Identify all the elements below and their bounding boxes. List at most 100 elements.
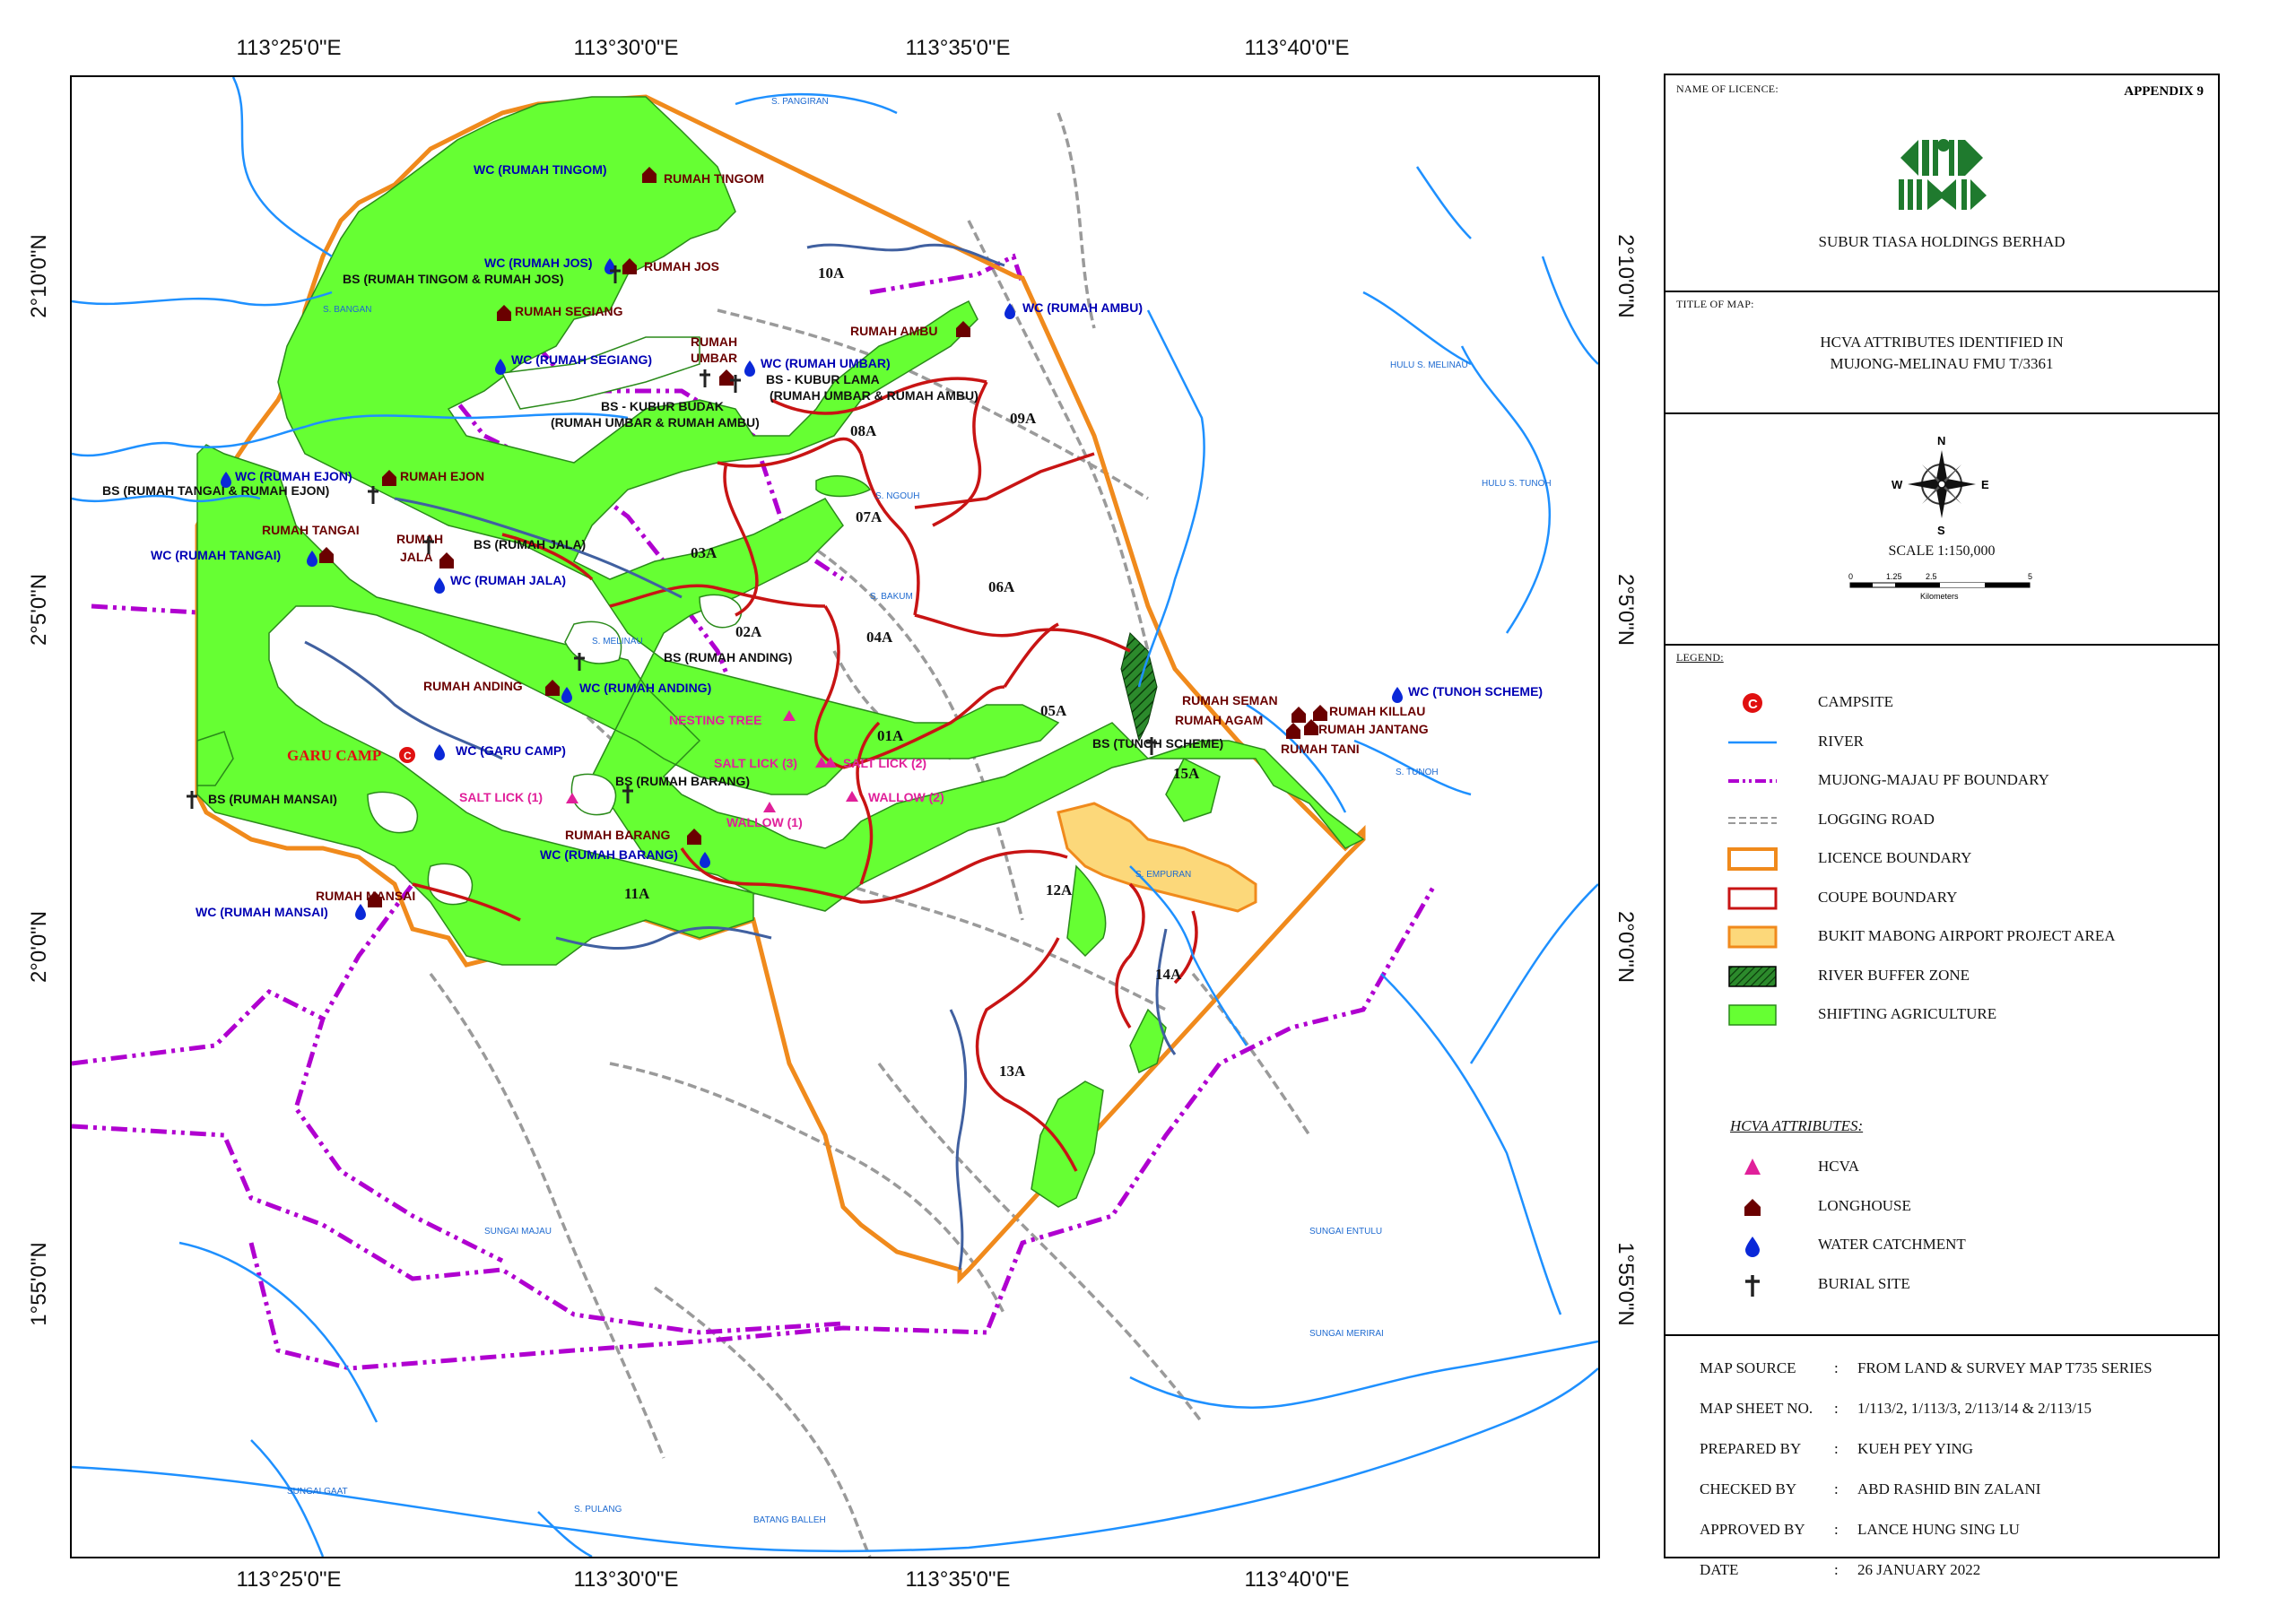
svg-text:BATANG BALLEH: BATANG BALLEH xyxy=(753,1515,826,1525)
svg-text:SALT LICK (1): SALT LICK (1) xyxy=(459,790,543,804)
clearings xyxy=(367,336,743,906)
burial-site-markers[interactable] xyxy=(187,265,1157,809)
legend-label: LOGGING ROAD xyxy=(1818,810,1935,828)
svg-text:BS - KUBUR LAMA: BS - KUBUR LAMA xyxy=(766,372,880,386)
svg-text:BS (RUMAH JALA): BS (RUMAH JALA) xyxy=(474,537,586,551)
compass-rose-icon: N S E W xyxy=(1892,434,1989,536)
svg-text:S. BAKUM: S. BAKUM xyxy=(870,592,913,602)
svg-text:HULU S. TUNOH: HULU S. TUNOH xyxy=(1482,479,1552,489)
right-coord-1: 2°10'0"N xyxy=(1613,234,1638,318)
svg-text:1.25: 1.25 xyxy=(1886,572,1902,581)
airport-project-area xyxy=(1057,802,1257,913)
legend-item-river-buffer: RIVER BUFFER ZONE xyxy=(1665,960,2218,993)
legend-item-longhouse: LONGHOUSE xyxy=(1665,1191,2218,1223)
svg-text:03A: 03A xyxy=(691,544,718,561)
svg-text:WC (RUMAH ANDING): WC (RUMAH ANDING) xyxy=(579,681,711,695)
map-title-line-2: MUJONG-MELINAU FMU T/3361 xyxy=(1830,355,2054,372)
top-coord-2: 113°30'0"E xyxy=(573,36,679,60)
campsite-marker[interactable]: C xyxy=(399,747,415,763)
company-logo-icon xyxy=(1899,139,1987,210)
svg-text:WC (RUMAH MANSAI): WC (RUMAH MANSAI) xyxy=(196,905,328,919)
svg-text:WALLOW (1): WALLOW (1) xyxy=(726,815,803,829)
legend-item-coupe-boundary: COUPE BOUNDARY xyxy=(1665,882,2218,915)
legend-label: MUJONG-MAJAU PF BOUNDARY xyxy=(1818,771,2049,788)
source-row: CHECKED BY: ABD RASHID BIN ZALANI xyxy=(1700,1480,2040,1498)
svg-text:RUMAH BARANG: RUMAH BARANG xyxy=(565,828,671,842)
svg-text:BS - KUBUR BUDAK: BS - KUBUR BUDAK xyxy=(601,399,724,413)
svg-text:SUNGAI GAAT: SUNGAI GAAT xyxy=(287,1487,348,1497)
svg-text:07A: 07A xyxy=(856,508,883,525)
svg-text:BS (RUMAH TINGOM & RUMAH JOS): BS (RUMAH TINGOM & RUMAH JOS) xyxy=(343,272,564,286)
svg-text:BS (RUMAH MANSAI): BS (RUMAH MANSAI) xyxy=(208,792,337,806)
hcva-labels: NESTING TREE SALT LICK (3) SALT LICK (2)… xyxy=(459,713,944,829)
legend-caption: LEGEND: xyxy=(1676,651,1724,664)
legend-item-river: RIVER xyxy=(1665,726,2218,759)
svg-text:BS (RUMAH BARANG): BS (RUMAH BARANG) xyxy=(615,774,750,788)
svg-text:RUMAH SEMAN: RUMAH SEMAN xyxy=(1182,693,1278,707)
scale-bar: 0 1.25 2.5 5 Kilometers xyxy=(1848,572,2032,601)
river-icon xyxy=(1726,730,1779,755)
legend-label: HCVA xyxy=(1818,1158,1859,1175)
top-coord-4: 113°40'0"E xyxy=(1244,36,1350,60)
legend-item-airport-area: BUKIT MABONG AIRPORT PROJECT AREA xyxy=(1665,921,2218,953)
svg-text:S. EMPURAN: S. EMPURAN xyxy=(1135,870,1191,880)
svg-text:WC (RUMAH BARANG): WC (RUMAH BARANG) xyxy=(540,847,678,862)
water-catchment-markers[interactable] xyxy=(221,258,1403,920)
pf-boundary-icon xyxy=(1726,768,1779,794)
title-caption: TITLE OF MAP: xyxy=(1676,298,1754,310)
svg-text:RUMAH SEGIANG: RUMAH SEGIANG xyxy=(515,304,623,318)
legend-item-water-drop: WATER CATCHMENT xyxy=(1665,1229,2218,1262)
shifting-agriculture-icon xyxy=(1726,1002,1779,1028)
river-buffer-icon xyxy=(1726,964,1779,989)
legend-item-cross: BURIAL SITE xyxy=(1665,1269,2218,1301)
source-label: DATE xyxy=(1700,1561,1739,1578)
source-value: ABD RASHID BIN ZALANI xyxy=(1857,1480,2041,1497)
river-labels: S. PANGIRAN S. BANGAN HULU S. MELINAU HU… xyxy=(287,97,1552,1525)
svg-text:RUMAH: RUMAH xyxy=(691,334,737,349)
source-colon: : xyxy=(1834,1480,1839,1497)
svg-text:08A: 08A xyxy=(850,422,877,439)
svg-text:06A: 06A xyxy=(988,578,1015,595)
campsite-icon: C xyxy=(1726,690,1779,716)
source-label: CHECKED BY xyxy=(1700,1480,1797,1497)
legend-item-hcva-triangle: HCVA xyxy=(1665,1151,2218,1184)
svg-text:RUMAH: RUMAH xyxy=(396,532,443,546)
source-colon: : xyxy=(1834,1440,1839,1457)
appendix-label: APPENDIX 9 xyxy=(2124,84,2204,99)
svg-text:S. MELINAU: S. MELINAU xyxy=(592,637,643,647)
svg-text:WC (RUMAH EJON): WC (RUMAH EJON) xyxy=(235,469,352,483)
source-colon: : xyxy=(1834,1400,1839,1417)
company-name: SUBUR TIASA HOLDINGS BERHAD xyxy=(1818,233,2066,250)
legend-label: CAMPSITE xyxy=(1818,693,1894,710)
legend-item-licence-boundary: LICENCE BOUNDARY xyxy=(1665,843,2218,875)
source-row: DATE: 26 JANUARY 2022 xyxy=(1700,1561,1980,1579)
left-coord-2: 2°5'0"N xyxy=(27,573,51,647)
svg-text:SUNGAI MERIRAI: SUNGAI MERIRAI xyxy=(1309,1329,1384,1339)
svg-text:05A: 05A xyxy=(1040,702,1067,719)
garu-camp-label: GARU CAMP xyxy=(287,747,381,764)
svg-text:SALT LICK (3): SALT LICK (3) xyxy=(714,756,797,770)
hcva-markers[interactable] xyxy=(566,710,858,812)
svg-text:13A: 13A xyxy=(999,1063,1026,1080)
svg-text:SUNGAI MAJAU: SUNGAI MAJAU xyxy=(484,1227,552,1237)
svg-text:HULU S. MELINAU: HULU S. MELINAU xyxy=(1390,360,1468,370)
map-canvas[interactable]: 10A 09A 08A 07A 06A 05A 04A 03A 02A 01A … xyxy=(72,77,1598,1557)
svg-text:SALT LICK (2): SALT LICK (2) xyxy=(843,756,926,770)
left-coord-4: 1°55'0"N xyxy=(27,1242,51,1326)
airport-area-icon xyxy=(1726,924,1779,950)
source-value: FROM LAND & SURVEY MAP T735 SERIES xyxy=(1857,1359,2152,1376)
svg-text:(RUMAH UMBAR & RUMAH AMBU): (RUMAH UMBAR & RUMAH AMBU) xyxy=(551,415,760,430)
licence-boundary-icon xyxy=(1726,846,1779,872)
svg-text:S. PANGIRAN: S. PANGIRAN xyxy=(771,97,829,107)
svg-text:2.5: 2.5 xyxy=(1926,572,1937,581)
legend-label: RIVER xyxy=(1818,732,1864,750)
svg-text:WC (RUMAH JALA): WC (RUMAH JALA) xyxy=(450,573,566,587)
svg-text:RUMAH TANGAI: RUMAH TANGAI xyxy=(262,523,360,537)
svg-text:10A: 10A xyxy=(818,265,845,282)
source-colon: : xyxy=(1834,1359,1839,1376)
source-value: KUEH PEY YING xyxy=(1857,1440,1974,1457)
legend-item-logging-road: LOGGING ROAD xyxy=(1665,804,2218,837)
svg-text:RUMAH AMBU: RUMAH AMBU xyxy=(850,324,937,338)
map-frame[interactable]: 10A 09A 08A 07A 06A 05A 04A 03A 02A 01A … xyxy=(70,75,1600,1558)
legend-label: SHIFTING AGRICULTURE xyxy=(1818,1005,1997,1022)
